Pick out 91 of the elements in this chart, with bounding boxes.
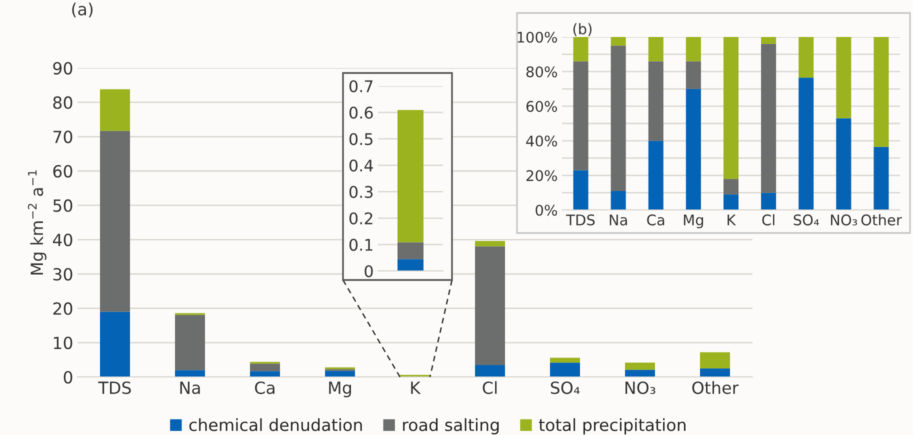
bar bbox=[610, 46, 626, 191]
y-tick-label: 60 bbox=[53, 164, 72, 178]
y-tick-label: 40% bbox=[526, 136, 558, 147]
bar bbox=[175, 370, 205, 377]
y-tick-label: 60% bbox=[526, 100, 558, 112]
y-tick-label: 0.5 bbox=[349, 133, 372, 146]
x-tick-label: K bbox=[411, 382, 421, 394]
bar bbox=[686, 61, 701, 89]
y-axis-title: Mg km$^{−2}$ a$^{−1}$ bbox=[28, 170, 46, 275]
bar bbox=[573, 37, 588, 62]
bar bbox=[398, 242, 424, 260]
y-tick-label: 0.4 bbox=[349, 160, 373, 172]
legend-label: chemical denudation bbox=[189, 418, 362, 432]
bar bbox=[475, 364, 505, 377]
x-tick-label: TDS bbox=[98, 381, 131, 394]
bar bbox=[475, 246, 505, 365]
bar bbox=[648, 140, 664, 210]
bar bbox=[610, 190, 626, 210]
bar bbox=[625, 370, 655, 377]
bar bbox=[550, 362, 580, 377]
y-tick-label: 40 bbox=[52, 234, 72, 246]
bar bbox=[874, 146, 889, 210]
x-tick-label: Ca bbox=[255, 381, 274, 394]
bar bbox=[761, 37, 776, 44]
x-tick-label: Na bbox=[180, 382, 200, 394]
bar bbox=[398, 110, 424, 242]
bar bbox=[798, 37, 814, 78]
x-tick-label: Mg bbox=[329, 382, 351, 398]
y-tick-label: 0 bbox=[364, 265, 373, 278]
bar bbox=[648, 61, 664, 141]
x-tick-label: Other bbox=[861, 214, 902, 226]
y-tick-label: 30 bbox=[53, 268, 72, 281]
x-tick-label: Mg bbox=[684, 214, 704, 228]
y-tick-label: 20% bbox=[526, 170, 558, 182]
chart-title: (a) bbox=[72, 2, 93, 18]
y-tick-label: 0.6 bbox=[349, 106, 373, 119]
bar bbox=[798, 78, 814, 210]
y-tick-label: 50 bbox=[53, 199, 72, 212]
bar bbox=[761, 192, 776, 210]
bar bbox=[700, 352, 730, 368]
bar bbox=[686, 37, 701, 62]
bar bbox=[723, 178, 739, 194]
bar bbox=[100, 89, 130, 131]
legend-label: road salting bbox=[403, 418, 499, 434]
legend-label: total precipitation bbox=[538, 418, 686, 434]
bar bbox=[874, 37, 889, 147]
x-tick-label: Na bbox=[610, 214, 627, 226]
bar bbox=[610, 37, 626, 46]
x-tick-label: K bbox=[728, 214, 736, 226]
bar bbox=[550, 358, 580, 363]
x-tick-label: Ca bbox=[647, 214, 664, 226]
bar bbox=[700, 368, 730, 377]
bar bbox=[648, 37, 664, 62]
y-tick-label: 10 bbox=[54, 336, 72, 350]
x-tick-label: SO₄ bbox=[794, 214, 819, 226]
y-tick-label: 90 bbox=[53, 62, 72, 75]
x-tick-label: NO₃ bbox=[830, 214, 858, 226]
bar bbox=[398, 259, 424, 271]
bar bbox=[723, 37, 739, 179]
bar bbox=[573, 61, 588, 170]
x-tick-label: NO₃ bbox=[626, 381, 656, 394]
x-tick-label: Cl bbox=[482, 381, 497, 394]
bar bbox=[250, 364, 280, 372]
y-tick-label: 80 bbox=[53, 96, 72, 109]
y-tick-label: 0.3 bbox=[349, 186, 373, 198]
y-tick-label: 0% bbox=[536, 204, 558, 216]
y-tick-label: 70 bbox=[53, 130, 72, 144]
y-tick-label: 100% bbox=[518, 32, 558, 43]
bar bbox=[100, 312, 130, 377]
bar bbox=[723, 194, 739, 210]
bar bbox=[475, 241, 505, 246]
bar bbox=[175, 314, 205, 370]
bar bbox=[761, 44, 776, 193]
bar bbox=[836, 37, 852, 118]
x-tick-label: Cl bbox=[762, 214, 774, 226]
bar bbox=[836, 118, 852, 210]
bar bbox=[686, 88, 701, 210]
bar bbox=[573, 170, 588, 210]
x-tick-label: Other bbox=[692, 381, 739, 394]
x-tick-label: TDS bbox=[566, 214, 595, 226]
y-tick-label: 0.1 bbox=[349, 238, 372, 251]
y-tick-label: 0.7 bbox=[349, 80, 372, 92]
bar bbox=[625, 362, 655, 370]
bar bbox=[100, 130, 130, 312]
x-tick-label: SO₄ bbox=[550, 381, 580, 394]
bar bbox=[250, 371, 280, 377]
chart-title: (b) bbox=[573, 23, 592, 36]
y-tick-label: 80% bbox=[526, 66, 558, 78]
y-tick-label: 0 bbox=[64, 370, 72, 384]
y-tick-label: 20 bbox=[53, 302, 72, 315]
y-tick-label: 0.2 bbox=[349, 212, 372, 224]
